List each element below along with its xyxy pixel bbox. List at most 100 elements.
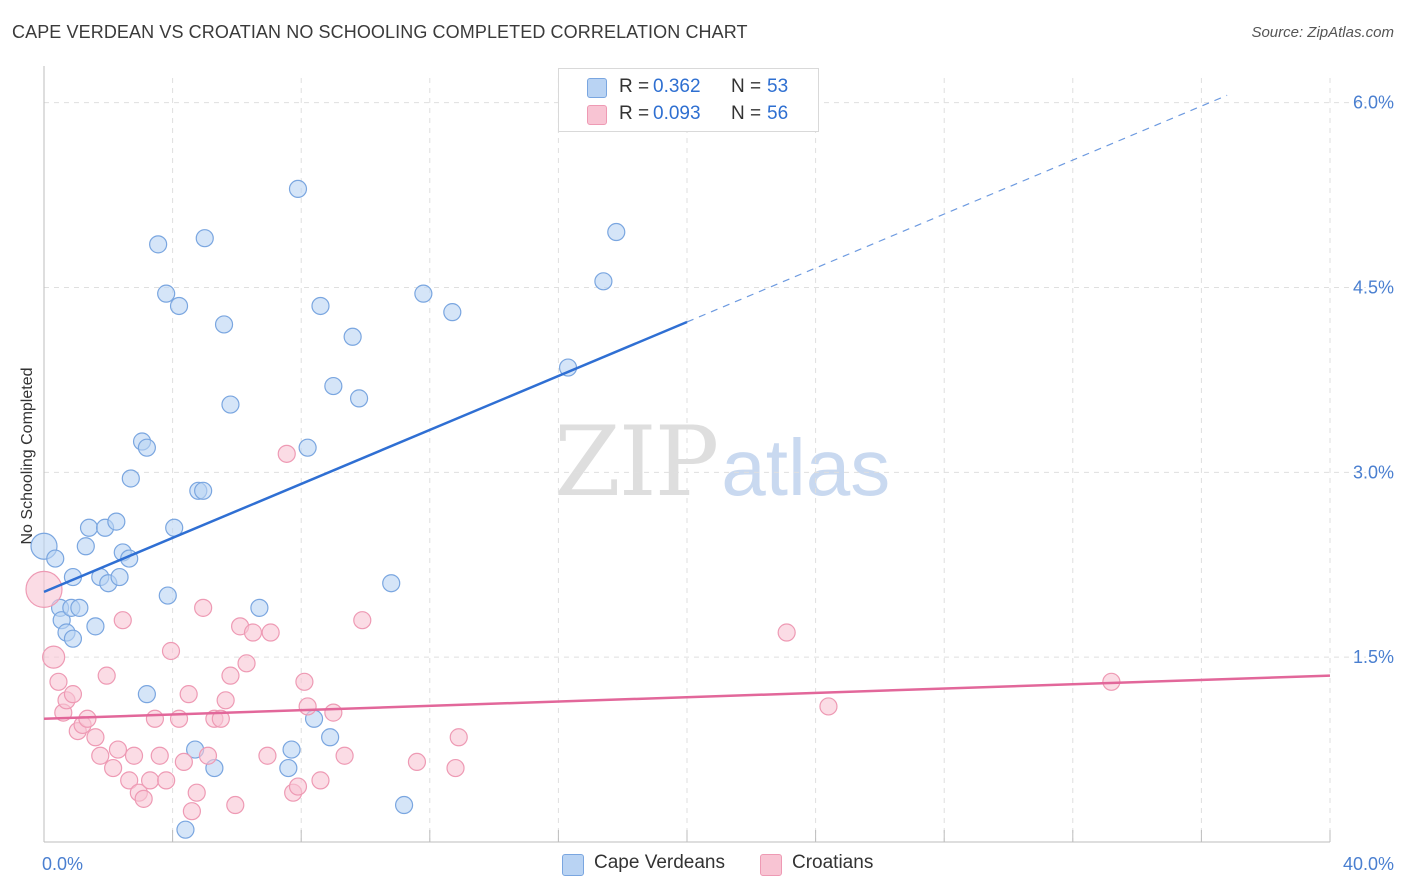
croatian-point [194, 598, 213, 617]
cape-verdean-trend-line [43, 320, 688, 594]
correlation-legend: R = 0.362 N = 53 R = 0.093 N = 56 [558, 68, 819, 132]
croatian-point [311, 771, 330, 790]
croatian-point [237, 654, 256, 673]
croatian-point [42, 645, 66, 669]
watermark-zip: ZIP [554, 406, 719, 518]
legend-n-value: 56 [767, 103, 789, 124]
croatian-trend-line [43, 674, 1331, 721]
legend-r-label: R = [619, 76, 650, 97]
cape-verdean-point [149, 235, 168, 254]
cape-verdean-point [195, 229, 214, 248]
cape-verdean-point [169, 296, 189, 316]
cape-verdean-point [137, 685, 156, 704]
croatian-point [140, 771, 160, 790]
series-swatch-blue [562, 854, 584, 876]
croatian-point [298, 697, 317, 716]
croatian-point [226, 795, 245, 815]
croatian-point [182, 802, 201, 821]
croatian-point [324, 703, 343, 722]
croatian-point [449, 728, 468, 747]
croatian-point [819, 697, 838, 716]
cape-verdean-point [70, 598, 89, 617]
cape-verdean-point [282, 740, 301, 759]
cape-verdean-point [394, 795, 414, 815]
croatian-point [113, 611, 132, 630]
cape-verdean-point [63, 629, 83, 648]
watermark-atlas: atlas [721, 423, 891, 512]
cape-verdean-point [311, 296, 330, 316]
cape-verdean-point [298, 438, 317, 457]
cape-verdean-point [324, 376, 343, 396]
cape-verdean-point [158, 586, 177, 605]
cape-verdean-trend-extension [686, 94, 1228, 323]
points-layer [25, 179, 1121, 839]
watermark: ZIPatlas [554, 406, 890, 518]
cape-verdean-point [194, 481, 213, 500]
series-swatch-pink [760, 854, 782, 876]
croatian-point [63, 685, 83, 704]
croatian-point [150, 746, 169, 765]
cape-verdean-point [221, 395, 240, 414]
cape-verdean-point [137, 438, 156, 457]
grid-layer [44, 78, 1366, 842]
x-tick-label: 40.0% [1343, 854, 1394, 874]
cape-verdean-point [107, 512, 126, 531]
cape-verdean-point [443, 303, 462, 322]
cape-verdean-point [46, 549, 65, 568]
croatian-point [86, 728, 105, 747]
cape-verdean-point [382, 574, 401, 593]
croatian-point [25, 570, 63, 608]
croatian-point [145, 709, 165, 728]
trend-layer [43, 94, 1331, 721]
legend-r-value: 0.362 [653, 76, 701, 97]
cape-verdean-point [349, 389, 369, 408]
croatian-point [216, 691, 235, 710]
croatian-point [78, 709, 97, 728]
cape-verdean-point [110, 567, 129, 587]
croatian-point [335, 746, 354, 765]
croatian-point [49, 672, 68, 691]
y-tick-label: 1.5% [1353, 647, 1394, 667]
legend-swatch-pink [587, 105, 607, 125]
legend-n-label: N = [731, 76, 762, 97]
croatian-point [97, 666, 116, 685]
legend-n-label: N = [731, 103, 762, 124]
croatian-point [174, 752, 193, 772]
croatian-point [258, 746, 277, 765]
croatian-point [108, 740, 128, 759]
croatian-point [407, 752, 427, 772]
cape-verdean-point [79, 518, 99, 537]
cape-verdean-point [86, 617, 105, 636]
croatian-point [277, 444, 296, 463]
cape-verdean-point [214, 315, 234, 334]
chart-title: CAPE VERDEAN VS CROATIAN NO SCHOOLING CO… [12, 22, 748, 42]
cape-verdean-point [250, 598, 269, 617]
croatian-point [179, 685, 198, 704]
croatian-point [353, 611, 372, 630]
croatian-point [777, 623, 796, 642]
legend-swatch-blue [587, 78, 607, 98]
croatian-point [243, 623, 263, 642]
croatian-point [211, 709, 230, 728]
source-credit: Source: ZipAtlas.com [1251, 24, 1394, 41]
croatian-point [124, 746, 144, 765]
croatian-point [288, 777, 308, 796]
cape-verdean-point [414, 284, 433, 303]
tick-label-layer: 1.5% 3.0% 4.5% 6.0% 0.0% 40.0% [42, 93, 1394, 874]
croatian-point [120, 771, 139, 790]
cape-verdean-point [321, 728, 340, 747]
cape-verdean-point [157, 284, 176, 303]
croatian-point [221, 666, 240, 685]
croatian-point [295, 672, 314, 691]
croatian-point [261, 623, 280, 642]
croatian-point [161, 641, 181, 661]
cape-verdean-point [176, 820, 195, 839]
y-tick-label: 4.5% [1353, 277, 1394, 297]
cape-verdean-point [343, 327, 362, 346]
axis-layer [43, 66, 1331, 843]
x-tick-label: 0.0% [42, 854, 83, 874]
cape-verdean-point [279, 758, 298, 778]
cape-verdean-point [121, 469, 140, 488]
croatian-point [198, 746, 218, 765]
